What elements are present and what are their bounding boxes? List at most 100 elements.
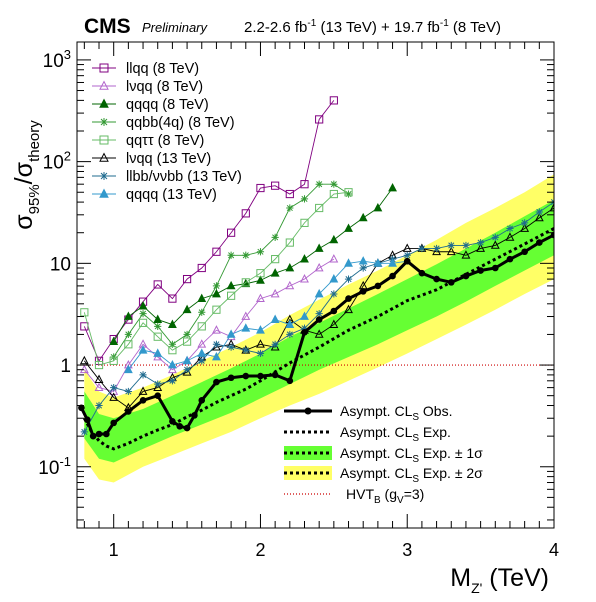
series-point-qqqq13 xyxy=(358,256,368,265)
series-point-lvqq13 xyxy=(138,386,148,395)
observed-limit-point xyxy=(242,372,250,380)
x-tick-label: 3 xyxy=(402,540,412,560)
series-point-lvqq13 xyxy=(314,329,324,338)
observed-limit-point xyxy=(315,316,323,323)
series-point-qqqq8 xyxy=(256,275,265,284)
series-point-llqq8 xyxy=(227,228,236,237)
legend-label-lvqq8: lνqq (8 TeV) xyxy=(126,79,203,95)
series-point-qqtt8 xyxy=(94,360,104,370)
observed-limit-point xyxy=(198,397,206,404)
series-layer xyxy=(79,96,554,436)
series-point-llbb13 xyxy=(271,340,279,348)
observed-limit-point xyxy=(536,239,543,246)
series-point-llqq8 xyxy=(300,180,309,189)
x-title-unit: (TeV) xyxy=(482,564,549,592)
series-point-llqq8 xyxy=(182,274,192,284)
series-point-llbb13 xyxy=(447,241,455,250)
series-point-qqqq8 xyxy=(285,262,295,272)
series-point-llbb13 xyxy=(403,251,411,259)
status-label: Preliminary xyxy=(142,20,209,35)
x-axis-title: MZ' (TeV) xyxy=(450,564,549,596)
observed-limit-point xyxy=(213,378,220,386)
plot-frame xyxy=(76,41,555,529)
y-tick-label: 103 xyxy=(43,47,71,72)
observed-limit-point xyxy=(330,307,338,315)
series-point-lvqq8 xyxy=(329,254,339,263)
series-point-qqqq13 xyxy=(167,360,177,369)
observed-limit-point xyxy=(95,430,103,438)
legend-2sigma-label: Asympt. CLS Exp. ± 2σ xyxy=(340,465,483,485)
series-point-lvqq13 xyxy=(461,250,471,259)
series-point-qqtt8 xyxy=(256,269,265,278)
series-point-llbb13 xyxy=(315,310,323,318)
legend-marker-qqbb8 xyxy=(100,118,108,126)
legend-exp-label: Asympt. CLS Exp. xyxy=(340,424,451,444)
observed-limit-point xyxy=(103,430,110,438)
observed-limit-point xyxy=(491,264,499,272)
series-point-lvqq13 xyxy=(256,339,265,348)
series-point-lvqq8 xyxy=(197,339,207,348)
series-point-qqtt8 xyxy=(271,255,280,264)
series-point-qqbb8 xyxy=(286,204,294,212)
series-point-llqq8 xyxy=(168,294,177,303)
legend-label-qqtt8: qqττ (8 TeV) xyxy=(126,133,204,149)
series-point-llbb13 xyxy=(535,208,543,216)
series-point-lvqq13 xyxy=(153,382,163,391)
legend-1sigma-label: Asympt. CLS Exp. ± 1σ xyxy=(340,445,483,465)
series-point-lvqq8 xyxy=(270,288,280,298)
x-title-main: M xyxy=(450,564,471,592)
observed-limit-point xyxy=(191,412,198,419)
series-point-qqbb8 xyxy=(330,180,338,188)
series-point-qqqq8 xyxy=(212,288,221,298)
series-point-llqq8 xyxy=(329,96,338,105)
observed-limit-point xyxy=(257,372,264,380)
lumi-label: 2.2-2.6 fb-1 (13 TeV) + 19.7 fb-1 (8 TeV… xyxy=(244,18,501,36)
legend-label-qqqq8: qqqq (8 TeV) xyxy=(126,97,209,113)
series-point-qqqq13 xyxy=(197,348,207,357)
series-point-qqbb8 xyxy=(344,190,353,198)
x-tick-label: 1 xyxy=(109,540,119,560)
series-point-qqqq8 xyxy=(197,293,207,302)
series-point-llqq8 xyxy=(241,209,250,218)
observed-limit-point xyxy=(169,417,176,425)
observed-limit-point xyxy=(345,295,352,302)
series-point-qqtt8 xyxy=(138,318,148,327)
series-point-llbb13 xyxy=(462,241,470,250)
series-point-lvqq8 xyxy=(256,293,265,302)
legend-label-qqbb8: qqbb(4q) (8 TeV) xyxy=(126,115,235,131)
series-point-qqtt8 xyxy=(212,305,221,314)
series-point-qqqq13 xyxy=(123,364,133,374)
series-point-qqqq8 xyxy=(241,278,251,288)
series-point-qqqq13 xyxy=(153,348,163,357)
legend-marker-lvqq8 xyxy=(99,80,109,90)
observed-limit-point xyxy=(183,424,191,432)
series-point-lvqq8 xyxy=(212,325,221,334)
series-point-qqtt8 xyxy=(329,189,338,199)
legend-marker-qqtt8 xyxy=(99,135,109,145)
series-point-lvqq8 xyxy=(285,280,295,290)
x-tick-label: 2 xyxy=(255,540,265,560)
series-point-qqqq13 xyxy=(285,319,295,328)
series-point-qqqq8 xyxy=(167,319,177,328)
series-point-llbb13 xyxy=(344,275,353,283)
series-point-qqtt8 xyxy=(168,346,177,355)
limits-layer xyxy=(78,227,554,451)
series-point-qqtt8 xyxy=(197,322,206,331)
legend-marker-qqqq8 xyxy=(99,98,109,108)
observed-limit-point xyxy=(389,272,396,280)
series-point-qqtt8 xyxy=(300,218,309,227)
series-point-qqqq13 xyxy=(182,355,192,365)
x-tick-label: 4 xyxy=(549,540,559,560)
series-point-qqbb8 xyxy=(227,251,235,259)
series-point-llbb13 xyxy=(286,330,294,339)
series-point-qqtt8 xyxy=(109,356,118,365)
series-point-qqbb8 xyxy=(300,195,309,203)
y-title-sigma: σ xyxy=(10,214,38,230)
series-point-llqq8 xyxy=(315,115,324,124)
series-point-qqbb8 xyxy=(212,282,221,290)
observed-limit-point xyxy=(286,377,294,385)
series-point-qqbb8 xyxy=(198,308,206,316)
series-point-llqq8 xyxy=(256,183,265,193)
observed-limit-point xyxy=(418,269,426,277)
observed-limit-point xyxy=(506,255,514,263)
